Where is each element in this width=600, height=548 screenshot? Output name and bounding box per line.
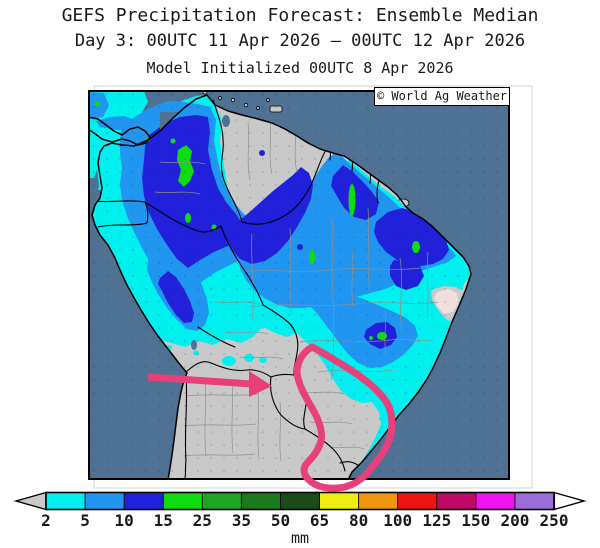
colorbar-tick-label: 25 xyxy=(192,511,212,530)
colorbar-segment xyxy=(397,492,438,510)
colorbar-tick-label: 125 xyxy=(422,511,452,530)
colorbar-under-triangle xyxy=(13,491,47,511)
valid-period-subtitle: Day 3: 00UTC 11 Apr 2026 — 00UTC 12 Apr … xyxy=(74,31,526,51)
annotation-arrow-head xyxy=(249,371,272,397)
colorbar-segment xyxy=(358,492,399,510)
colorbar-tick-label: 200 xyxy=(500,511,530,530)
colorbar-segment xyxy=(201,492,243,510)
colorbar-segment xyxy=(319,492,360,510)
colorbar-segment xyxy=(475,492,516,510)
grid-dots xyxy=(88,90,510,480)
colorbar xyxy=(13,491,587,511)
colorbar-tick-label: 5 xyxy=(80,511,90,530)
colorbar-tick-label: 15 xyxy=(153,511,173,530)
colorbar-tick-label: 150 xyxy=(461,511,491,530)
colorbar-unit-label: mm xyxy=(290,529,310,547)
colorbar-tick-label: 2 xyxy=(41,511,51,530)
colorbar-segment xyxy=(46,492,86,510)
page-title: GEFS Precipitation Forecast: Ensemble Me… xyxy=(61,5,539,26)
colorbar-over-triangle xyxy=(553,491,587,511)
colorbar-tick-label: 100 xyxy=(383,511,413,530)
colorbar-segment xyxy=(162,492,204,510)
colorbar-segment xyxy=(436,492,477,510)
colorbar-tick-label: 250 xyxy=(539,511,569,530)
colorbar-tick-label: 10 xyxy=(114,511,134,530)
colorbar-tick-label: 80 xyxy=(348,511,369,530)
colorbar-border xyxy=(45,491,555,511)
credit-badge: © World Ag Weather xyxy=(374,87,510,106)
colorbar-tick-label: 50 xyxy=(270,511,291,530)
colorbar-segment xyxy=(280,492,321,510)
colorbar-segment xyxy=(514,492,556,510)
map-frame xyxy=(88,90,510,480)
annotation-outline xyxy=(147,343,396,492)
model-init-line: Model Initialized 00UTC 8 Apr 2026 xyxy=(146,59,454,77)
colorbar-segment xyxy=(123,492,165,510)
colorbar-segment xyxy=(240,492,282,510)
colorbar-segment xyxy=(84,492,126,510)
colorbar-tick-label: 65 xyxy=(309,511,330,530)
colorbar-tick-label: 35 xyxy=(231,511,252,530)
